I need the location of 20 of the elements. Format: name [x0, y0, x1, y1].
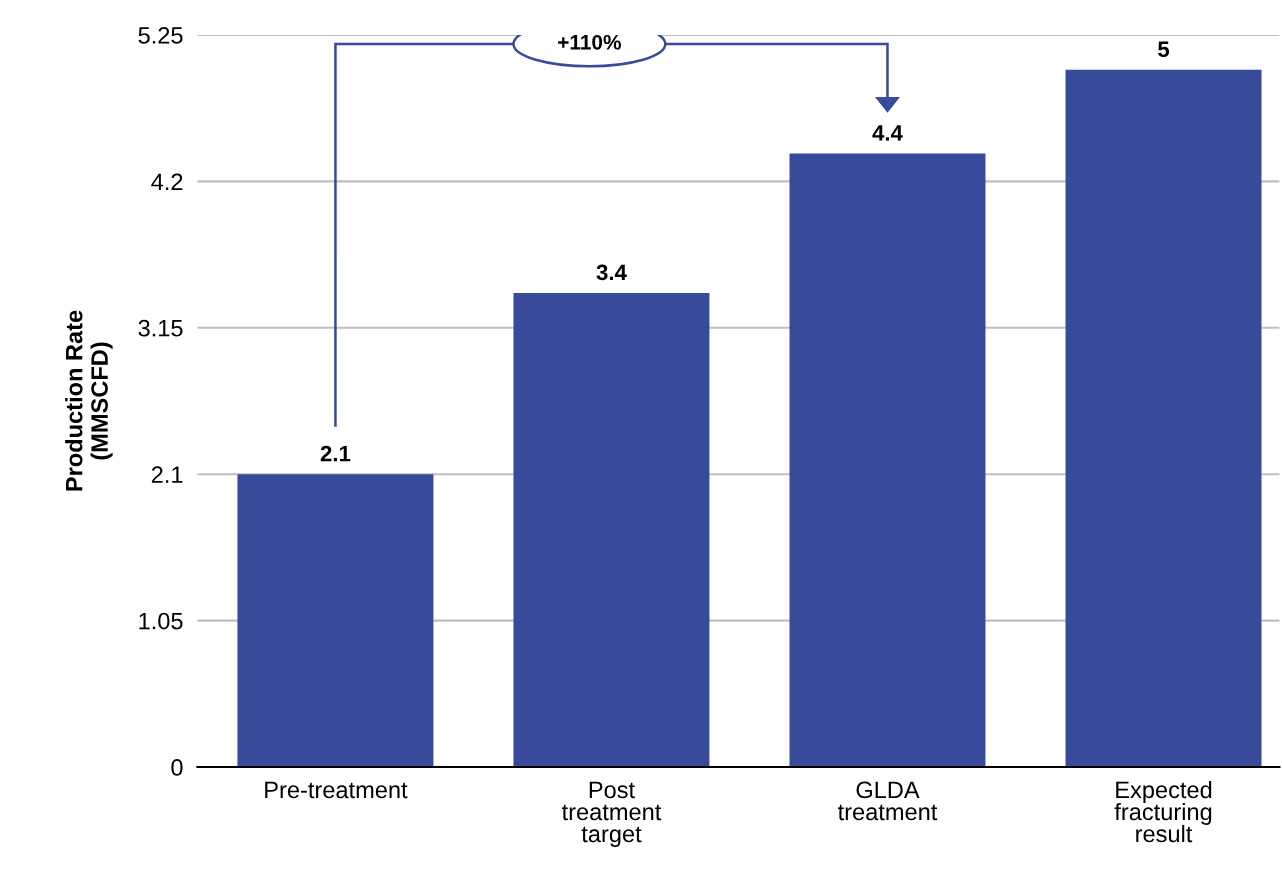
bar [237, 474, 434, 768]
x-tick-label: Pre-treatment [265, 781, 408, 799]
y-tick-label: 4.2 [151, 173, 183, 190]
data-label: 4.4 [872, 125, 903, 141]
annotation: +110% [558, 34, 621, 50]
x-tick-label: Expected fracturing result [1114, 780, 1212, 843]
y-tick-label: 0 [171, 759, 183, 776]
bar [513, 292, 710, 768]
y-tick-label: 2.1 [151, 466, 183, 483]
data-label: 5 [1158, 41, 1170, 58]
y-tick-label: 1.05 [139, 612, 183, 630]
data-label: 3.4 [596, 264, 627, 281]
bar [1065, 69, 1262, 768]
y-tick-label: 3.15 [138, 319, 183, 337]
x-tick-label: GLDA treatment [837, 781, 938, 821]
data-label: 2.1 [320, 445, 351, 462]
y-tick-label: 5.25 [138, 27, 183, 44]
x-tick-label: Post treatment target [561, 781, 662, 847]
bar [789, 153, 986, 768]
y-axis-title: Production Rate (MMSCFD) [65, 310, 113, 491]
